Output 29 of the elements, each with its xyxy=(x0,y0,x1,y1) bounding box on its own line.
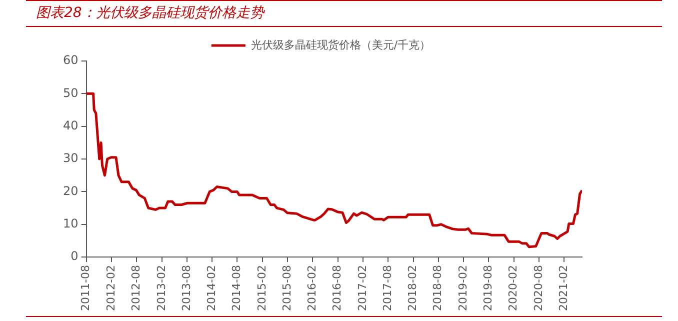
x-tick-label: 2021-02 xyxy=(557,265,570,312)
x-tick-label: 2019-02 xyxy=(456,265,470,312)
x-tick-label: 2015-02 xyxy=(255,265,268,312)
y-tick-label: 40 xyxy=(62,118,78,132)
x-tick-label: 2016-08 xyxy=(330,265,344,312)
y-tick-label: 20 xyxy=(62,184,78,198)
x-tick-label: 2014-02 xyxy=(205,265,218,312)
x-tick-label: 2017-02 xyxy=(356,265,369,312)
y-tick-label: 60 xyxy=(62,53,78,68)
y-tick-label: 50 xyxy=(62,86,78,100)
x-tick-label: 2012-08 xyxy=(130,265,143,312)
legend-label: 光伏级多晶硅现货价格（美元/千克） xyxy=(250,38,431,52)
x-tick-label: 2016-02 xyxy=(306,265,319,312)
x-tick-label: 2019-08 xyxy=(481,265,494,312)
x-tick-label: 2017-08 xyxy=(380,265,394,312)
x-tick-label: 2014-08 xyxy=(230,265,244,312)
x-tick-label: 2013-08 xyxy=(180,265,193,312)
y-tick-label: 0 xyxy=(70,249,78,264)
x-tick-label: 2015-08 xyxy=(280,265,294,312)
y-tick-label: 10 xyxy=(62,216,78,230)
x-tick-label: 2018-02 xyxy=(406,265,420,312)
x-tick-label: 2020-08 xyxy=(532,265,545,312)
x-tick-label: 2012-02 xyxy=(104,265,118,312)
x-tick-label: 2018-08 xyxy=(431,265,444,312)
x-tick-label: 2013-02 xyxy=(154,265,168,312)
x-tick-label: 2020-02 xyxy=(506,265,520,312)
y-tick-label: 30 xyxy=(62,151,78,166)
x-tick-label: 2011-08 xyxy=(79,265,92,312)
chart-title: 图表28：光伏级多晶硅现货价格走势 xyxy=(36,4,264,22)
